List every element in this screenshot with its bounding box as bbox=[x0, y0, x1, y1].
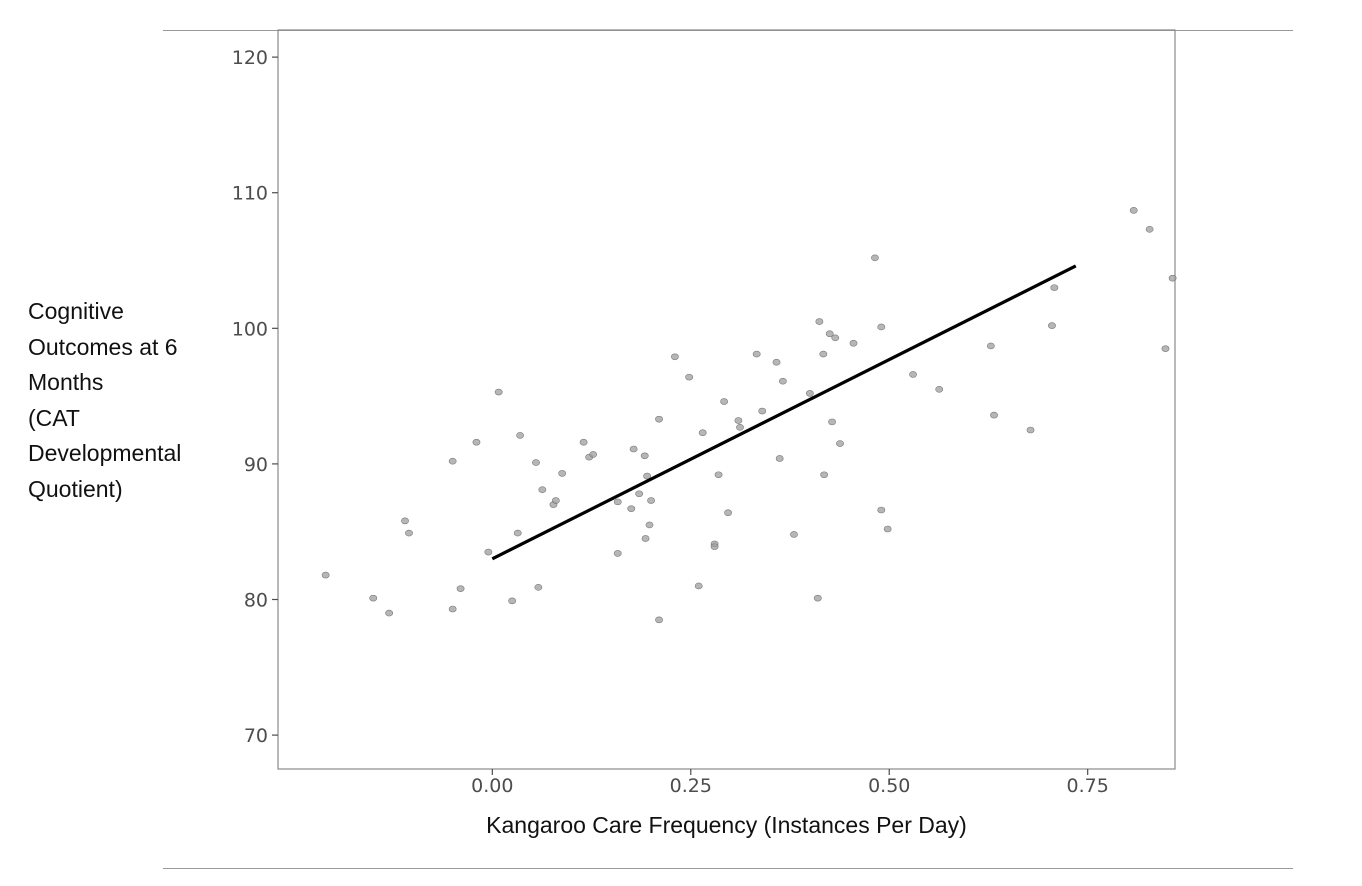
data-point bbox=[448, 605, 457, 613]
data-point bbox=[613, 498, 622, 506]
data-point bbox=[640, 452, 649, 460]
data-point bbox=[720, 398, 729, 405]
data-point bbox=[710, 543, 719, 550]
y-tick-label: 70 bbox=[244, 725, 268, 747]
data-point bbox=[877, 323, 886, 331]
data-point bbox=[877, 506, 886, 514]
data-point bbox=[775, 455, 784, 462]
data-point bbox=[643, 472, 652, 480]
data-point bbox=[772, 358, 781, 366]
regression-line bbox=[491, 264, 1077, 561]
data-points bbox=[321, 207, 1177, 624]
data-point bbox=[1168, 274, 1177, 282]
y-tick-label: 110 bbox=[232, 183, 268, 205]
data-point bbox=[790, 531, 798, 538]
data-point bbox=[849, 339, 858, 347]
data-point bbox=[724, 509, 732, 517]
data-point bbox=[871, 254, 879, 262]
data-point bbox=[472, 438, 481, 446]
x-tick-label: 0.00 bbox=[471, 775, 513, 797]
data-point bbox=[385, 609, 394, 617]
data-point bbox=[698, 429, 707, 437]
data-point bbox=[831, 334, 840, 342]
data-point bbox=[558, 470, 567, 477]
data-point bbox=[820, 471, 829, 479]
data-point bbox=[671, 353, 679, 361]
data-point bbox=[401, 517, 409, 525]
bottom-rule bbox=[163, 868, 1293, 869]
y-tick-label: 90 bbox=[244, 454, 268, 476]
x-tick-label: 0.25 bbox=[670, 775, 712, 797]
data-point bbox=[647, 497, 655, 504]
data-point bbox=[551, 497, 560, 504]
data-point bbox=[405, 529, 413, 537]
data-point bbox=[935, 386, 944, 393]
data-point bbox=[815, 318, 824, 325]
data-point bbox=[645, 521, 654, 529]
x-tick-label: 0.50 bbox=[868, 775, 910, 797]
data-point bbox=[1050, 284, 1059, 291]
data-point bbox=[909, 371, 917, 378]
data-point bbox=[655, 616, 663, 624]
data-point bbox=[589, 451, 598, 458]
data-point bbox=[990, 411, 998, 419]
data-point bbox=[736, 423, 744, 431]
data-point bbox=[819, 350, 828, 358]
data-point bbox=[655, 415, 663, 423]
data-point bbox=[734, 417, 743, 424]
data-point bbox=[805, 390, 814, 397]
regression-line-group bbox=[491, 264, 1077, 561]
y-axis: 70 80 90 100 110 120 bbox=[232, 47, 278, 747]
y-axis-label: Cognitive Outcomes at 6 Months (CAT Deve… bbox=[28, 298, 182, 502]
plot-panel-border bbox=[277, 29, 1176, 770]
data-point bbox=[321, 571, 330, 579]
data-point bbox=[508, 597, 517, 605]
data-point bbox=[1026, 426, 1035, 434]
data-point bbox=[1161, 345, 1170, 352]
data-point bbox=[513, 529, 522, 537]
data-point bbox=[714, 471, 723, 479]
x-tick-label: 0.75 bbox=[1067, 775, 1109, 797]
x-axis: 0.00 0.25 0.50 0.75 bbox=[471, 769, 1109, 797]
data-point bbox=[613, 550, 622, 557]
data-point bbox=[484, 548, 493, 556]
y-tick-label: 120 bbox=[232, 47, 268, 69]
data-point bbox=[752, 350, 761, 358]
data-point bbox=[538, 486, 547, 493]
data-point bbox=[825, 330, 834, 338]
data-point bbox=[534, 584, 543, 591]
data-point bbox=[758, 407, 767, 415]
data-point bbox=[629, 445, 638, 453]
y-tick-label: 100 bbox=[232, 318, 268, 340]
data-point bbox=[685, 373, 694, 381]
data-point bbox=[883, 525, 892, 533]
data-point bbox=[635, 490, 644, 498]
data-point bbox=[1129, 207, 1138, 214]
data-point bbox=[579, 438, 588, 446]
data-point bbox=[813, 594, 822, 602]
data-point bbox=[828, 418, 836, 426]
data-point bbox=[1145, 226, 1154, 233]
data-point bbox=[778, 377, 787, 385]
data-point bbox=[369, 594, 378, 602]
data-point bbox=[641, 535, 650, 542]
y-tick-label: 80 bbox=[244, 590, 268, 612]
data-point bbox=[836, 440, 844, 447]
x-axis-label: Kangaroo Care Frequency (Instances Per D… bbox=[486, 812, 967, 838]
data-point bbox=[532, 459, 540, 466]
data-point bbox=[627, 505, 636, 512]
data-point bbox=[494, 388, 503, 396]
data-point bbox=[986, 342, 995, 350]
data-point bbox=[516, 432, 525, 439]
data-point bbox=[448, 457, 457, 465]
data-point bbox=[1048, 322, 1056, 329]
data-point bbox=[694, 582, 703, 590]
data-point bbox=[456, 585, 465, 592]
